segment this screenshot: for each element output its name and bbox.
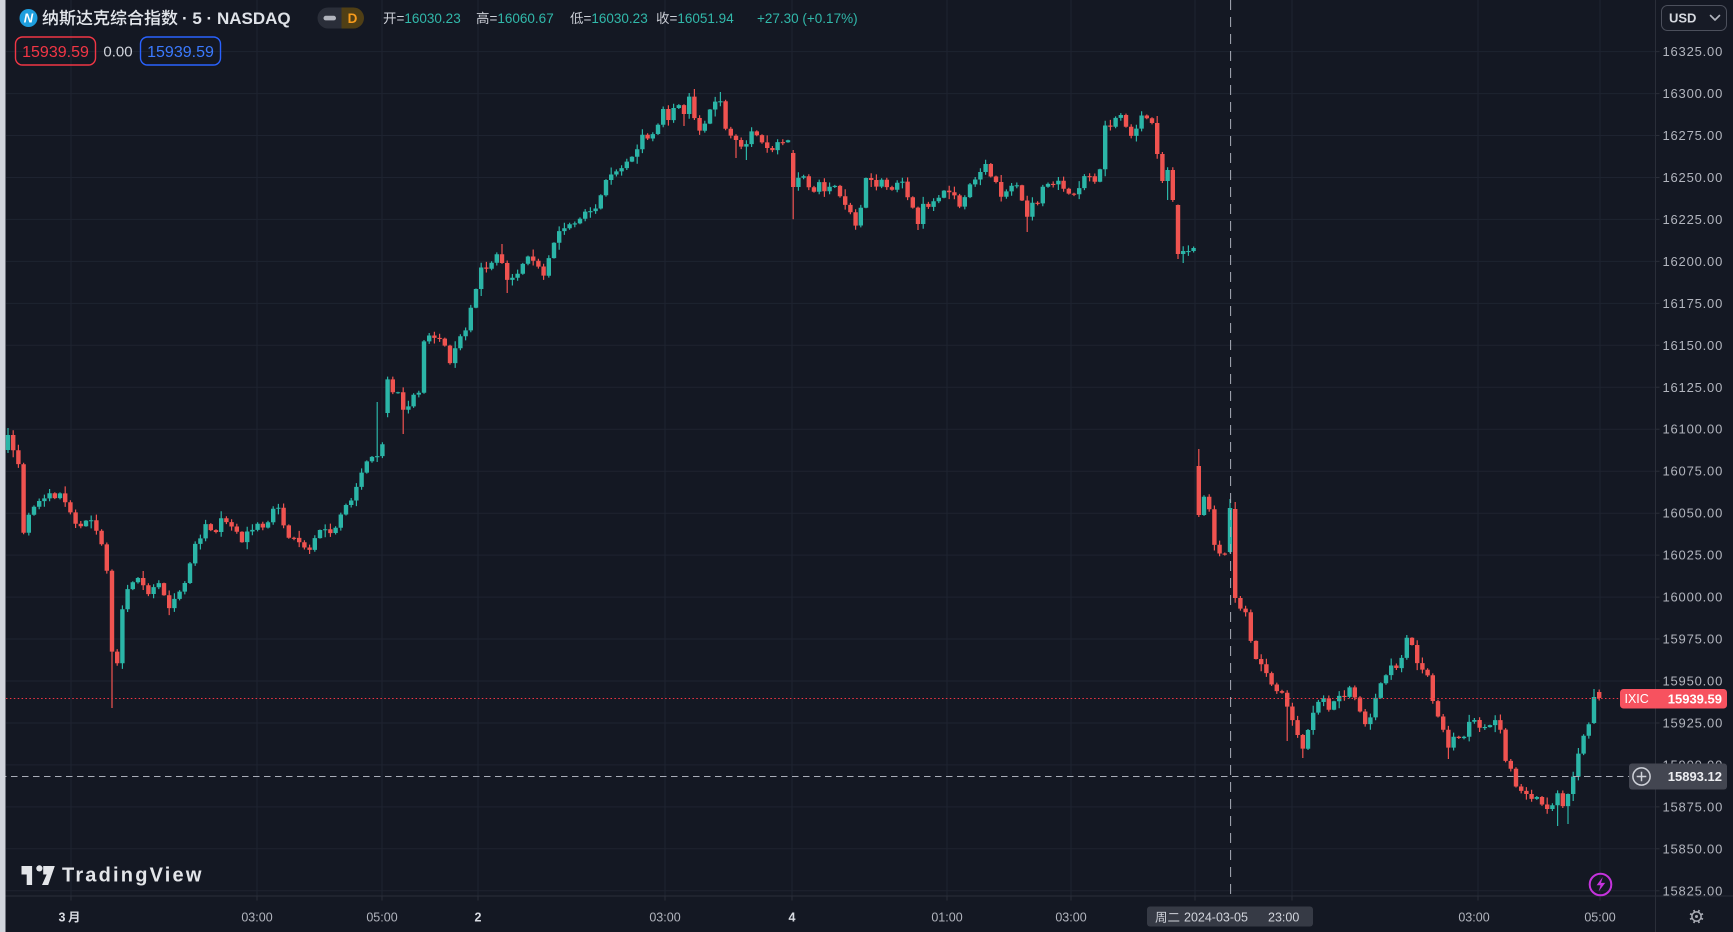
svg-text:2: 2 [475, 911, 482, 925]
svg-text:05:00: 05:00 [1584, 911, 1615, 925]
svg-text:16175.00: 16175.00 [1663, 296, 1724, 311]
svg-text:15850.00: 15850.00 [1663, 841, 1724, 856]
svg-text:D: D [348, 11, 358, 26]
svg-text:15939.59: 15939.59 [22, 44, 89, 61]
svg-text:3: 3 [59, 911, 66, 925]
svg-text:0.00: 0.00 [103, 44, 132, 61]
svg-text:+27.30 (+0.17%): +27.30 (+0.17%) [757, 11, 858, 26]
svg-text:N: N [24, 10, 34, 25]
svg-text:03:00: 03:00 [1458, 911, 1489, 925]
svg-text:15925.00: 15925.00 [1663, 716, 1724, 731]
svg-text:16075.00: 16075.00 [1663, 464, 1724, 479]
svg-text:15939.59: 15939.59 [1668, 692, 1722, 707]
svg-text:16225.00: 16225.00 [1663, 212, 1724, 227]
svg-text:23:00: 23:00 [1268, 911, 1299, 925]
svg-text:16275.00: 16275.00 [1663, 128, 1724, 143]
svg-text:4: 4 [789, 911, 796, 925]
svg-text:16325.00: 16325.00 [1663, 44, 1724, 59]
svg-text:03:00: 03:00 [1055, 911, 1086, 925]
svg-text:16300.00: 16300.00 [1663, 86, 1724, 101]
svg-text:TradingView: TradingView [62, 865, 204, 887]
svg-text:15825.00: 15825.00 [1663, 883, 1724, 898]
svg-text:01:00: 01:00 [931, 911, 962, 925]
svg-text:16025.00: 16025.00 [1663, 548, 1724, 563]
svg-text:15893.12: 15893.12 [1668, 769, 1722, 784]
svg-text:=16030.23: =16030.23 [397, 11, 461, 26]
svg-text:USD: USD [1669, 11, 1696, 26]
svg-text:15975.00: 15975.00 [1663, 632, 1724, 647]
svg-text:16125.00: 16125.00 [1663, 380, 1724, 395]
svg-text:15875.00: 15875.00 [1663, 799, 1724, 814]
svg-text:IXIC: IXIC [1625, 692, 1649, 706]
svg-text:=16060.67: =16060.67 [490, 11, 554, 26]
svg-text:05:00: 05:00 [366, 911, 397, 925]
svg-text:16200.00: 16200.00 [1663, 254, 1724, 269]
svg-text:· 5 · NASDAQ: · 5 · NASDAQ [182, 9, 291, 28]
svg-text:03:00: 03:00 [241, 911, 272, 925]
svg-text:16100.00: 16100.00 [1663, 422, 1724, 437]
svg-text:16150.00: 16150.00 [1663, 338, 1724, 353]
svg-text:=16051.94: =16051.94 [670, 11, 735, 26]
svg-text:03:00: 03:00 [649, 911, 680, 925]
svg-text:16000.00: 16000.00 [1663, 590, 1724, 605]
svg-text:15939.59: 15939.59 [147, 44, 214, 61]
svg-text:=16030.23: =16030.23 [584, 11, 648, 26]
svg-text:16050.00: 16050.00 [1663, 506, 1724, 521]
svg-text:16250.00: 16250.00 [1663, 170, 1724, 185]
svg-text:2024-03-05: 2024-03-05 [1184, 911, 1248, 925]
svg-text:15950.00: 15950.00 [1663, 674, 1724, 689]
